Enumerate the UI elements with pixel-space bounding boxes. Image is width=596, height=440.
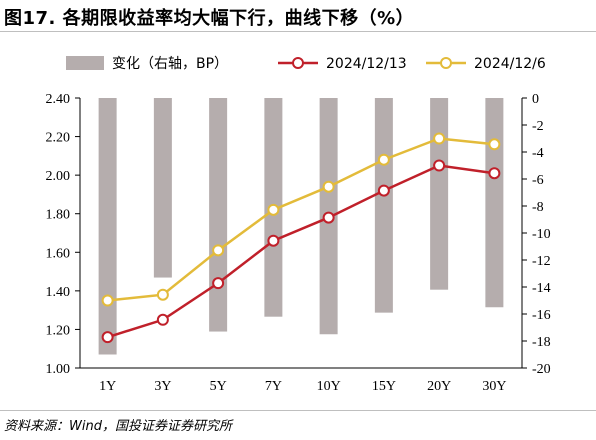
left-tick-label: 2.00	[46, 169, 71, 184]
right-tick-label: -16	[532, 308, 551, 323]
yield-curve-chart: 变化（右轴，BP） 2024/12/13 2024/12/6 1.00 1.20 1.4…	[46, 56, 551, 394]
line-2024-12-13-point	[377, 184, 390, 197]
legend-label-change: 变化（右轴，BP）	[112, 56, 228, 72]
line-2024-12-6-point	[101, 294, 114, 307]
left-tick-label: 2.20	[46, 131, 71, 146]
right-tick-label: -2	[532, 119, 544, 134]
right-tick-label: -4	[532, 146, 544, 161]
right-tick-label: -6	[532, 173, 544, 188]
right-tick-label: -18	[532, 335, 551, 350]
chart-title: 图17. 各期限收益率均大幅下行，曲线下移（%）	[4, 8, 415, 29]
x-tick-label: 30Y	[482, 379, 506, 394]
left-tick-label: 1.80	[46, 208, 71, 223]
right-tick-label: 0	[532, 92, 539, 107]
x-tick-label: 15Y	[372, 379, 396, 394]
title-bar: 图17. 各期限收益率均大幅下行，曲线下移（%）	[0, 0, 596, 34]
left-tick-label: 2.40	[46, 92, 71, 107]
right-tick-label: -8	[532, 200, 544, 215]
line-2024-12-6-point	[322, 180, 335, 193]
left-tick-label: 1.00	[46, 362, 71, 377]
legend-marker-2024-12-6	[440, 57, 452, 69]
line-2024-12-6-point	[433, 132, 446, 145]
line-2024-12-13-point	[322, 211, 335, 224]
line-2024-12-6-point	[156, 288, 169, 301]
legend-label-2024-12-6: 2024/12/6	[474, 56, 546, 72]
x-tick-label: 3Y	[154, 379, 171, 394]
line-2024-12-13	[107, 164, 495, 339]
change-bar-5y	[209, 98, 228, 332]
change-bar-15y	[374, 98, 393, 313]
yield-lines	[101, 132, 501, 344]
change-bar-30y	[485, 98, 504, 308]
line-2024-12-13-point	[101, 331, 114, 344]
line-2024-12-6-point	[488, 138, 501, 151]
change-bars	[98, 98, 504, 355]
left-tick-label: 1.20	[46, 323, 71, 338]
change-bar-3y	[153, 98, 172, 278]
chart-legend: 变化（右轴，BP） 2024/12/13 2024/12/6	[66, 56, 546, 72]
line-2024-12-6-point	[377, 153, 390, 166]
line-2024-12-6	[107, 137, 495, 302]
chart-axes: 1.001.201.401.601.802.002.202.40-20-18-1…	[46, 92, 551, 394]
left-tick-label: 1.60	[46, 246, 71, 261]
x-tick-label: 1Y	[99, 379, 116, 394]
x-tick-label: 5Y	[210, 379, 227, 394]
line-2024-12-6-point	[267, 203, 280, 216]
title-divider	[0, 31, 596, 32]
right-tick-label: -10	[532, 227, 551, 242]
line-2024-12-13-point	[433, 159, 446, 172]
line-2024-12-13-point	[488, 167, 501, 180]
legend-marker-2024-12-13	[292, 57, 304, 69]
line-2024-12-13-point	[267, 234, 280, 247]
change-bar-20y	[430, 98, 449, 290]
x-tick-label: 7Y	[265, 379, 282, 394]
right-tick-label: -20	[532, 362, 551, 377]
source-note: 资料来源：Wind，国投证券证券研究所	[4, 419, 232, 434]
source-divider	[0, 410, 596, 411]
right-tick-label: -12	[532, 254, 551, 269]
line-2024-12-13-point	[156, 313, 169, 326]
left-tick-label: 1.40	[46, 285, 71, 300]
line-2024-12-6-point	[212, 244, 225, 257]
right-tick-label: -14	[532, 281, 551, 296]
change-bar-1y	[98, 98, 117, 355]
x-tick-label: 10Y	[317, 379, 341, 394]
x-tick-label: 20Y	[427, 379, 451, 394]
legend-swatch-change	[66, 56, 104, 70]
legend-label-2024-12-13: 2024/12/13	[326, 56, 407, 72]
line-2024-12-13-point	[212, 277, 225, 290]
